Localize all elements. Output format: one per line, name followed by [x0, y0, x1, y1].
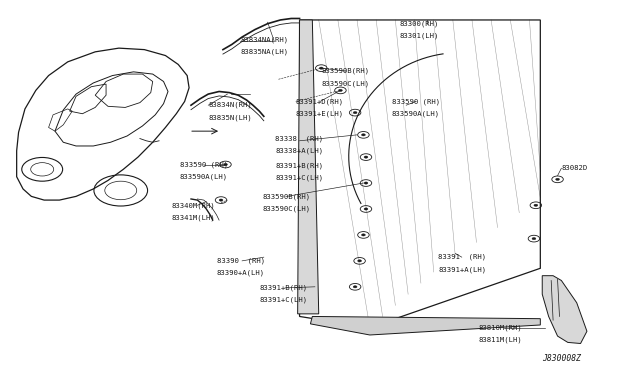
Circle shape — [319, 67, 323, 69]
Text: 83340M(RH): 83340M(RH) — [172, 202, 216, 209]
Text: 83391+B(RH): 83391+B(RH) — [259, 285, 307, 291]
Text: 83391  (RH): 83391 (RH) — [438, 254, 486, 260]
Text: 833590A(LH): 833590A(LH) — [179, 173, 228, 180]
Text: 83082D: 83082D — [561, 165, 588, 171]
Text: 833590B(RH): 833590B(RH) — [322, 68, 370, 74]
Circle shape — [362, 234, 365, 236]
Text: 83834N(RH): 83834N(RH) — [208, 102, 252, 109]
Circle shape — [223, 163, 227, 166]
Text: 83810M(RH): 83810M(RH) — [478, 324, 522, 331]
Circle shape — [364, 156, 368, 158]
Text: 83391+D(RH): 83391+D(RH) — [296, 98, 344, 105]
Circle shape — [362, 134, 365, 136]
Circle shape — [364, 208, 368, 210]
Text: 83391+C(LH): 83391+C(LH) — [259, 297, 307, 304]
Polygon shape — [542, 276, 587, 343]
Circle shape — [364, 182, 368, 184]
Circle shape — [339, 89, 342, 92]
Text: 83390+A(LH): 83390+A(LH) — [216, 270, 265, 276]
Circle shape — [532, 237, 536, 240]
Text: 83391+E(LH): 83391+E(LH) — [296, 110, 344, 117]
Text: 833590A(LH): 833590A(LH) — [392, 110, 440, 117]
Circle shape — [534, 204, 538, 206]
Text: 83338+A(LH): 83338+A(LH) — [275, 148, 323, 154]
Text: 833590B(RH): 833590B(RH) — [262, 193, 310, 200]
Text: 83835N(LH): 83835N(LH) — [208, 114, 252, 121]
Circle shape — [353, 286, 357, 288]
Text: 83834NA(RH): 83834NA(RH) — [240, 36, 288, 43]
Text: J830008Z: J830008Z — [542, 354, 581, 363]
Circle shape — [219, 199, 223, 201]
Text: 83338  (RH): 83338 (RH) — [275, 135, 323, 142]
Circle shape — [358, 260, 362, 262]
Text: 83835NA(LH): 83835NA(LH) — [240, 49, 288, 55]
Text: 83391+B(RH): 83391+B(RH) — [275, 162, 323, 169]
Text: 83301(LH): 83301(LH) — [400, 33, 439, 39]
Text: 83300(RH): 83300(RH) — [400, 20, 439, 27]
Text: 83811M(LH): 83811M(LH) — [478, 337, 522, 343]
Text: 83391+A(LH): 83391+A(LH) — [438, 266, 486, 273]
Circle shape — [353, 112, 357, 114]
Polygon shape — [298, 20, 319, 314]
Text: 83341M(LH): 83341M(LH) — [172, 214, 216, 221]
Text: 83390  (RH): 83390 (RH) — [216, 258, 265, 264]
Polygon shape — [310, 317, 540, 335]
Text: 833590 (RH): 833590 (RH) — [392, 98, 440, 105]
Text: 833590 (RH): 833590 (RH) — [179, 161, 228, 168]
Text: 83391+C(LH): 83391+C(LH) — [275, 174, 323, 181]
Text: 833590C(LH): 833590C(LH) — [322, 80, 370, 87]
Text: 833590C(LH): 833590C(LH) — [262, 205, 310, 212]
Circle shape — [556, 178, 559, 180]
